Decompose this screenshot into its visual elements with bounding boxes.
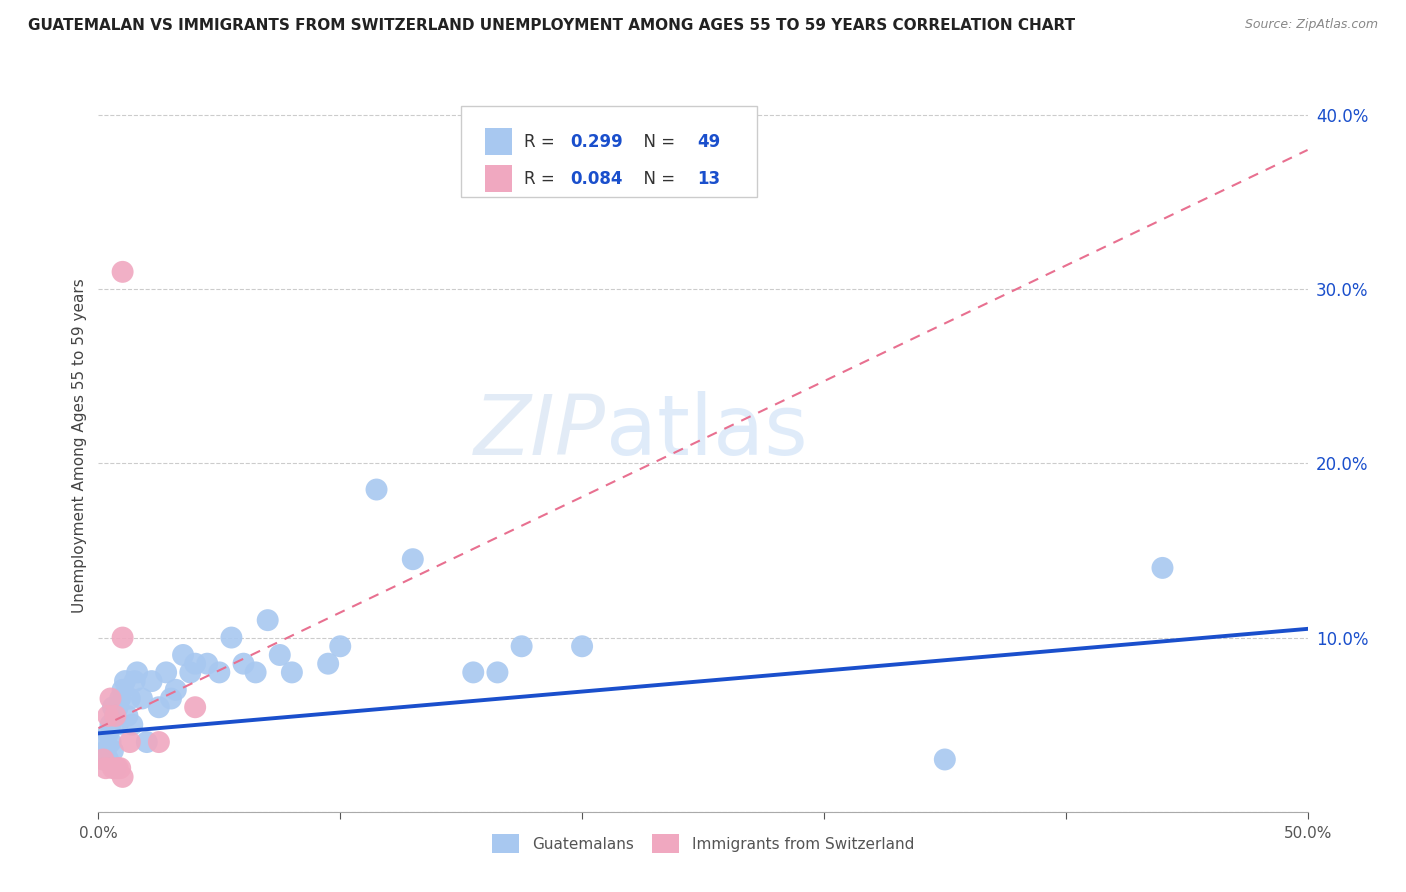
Point [366, 483, 388, 497]
Point [104, 709, 127, 723]
Point [91, 752, 114, 766]
Point [486, 665, 509, 680]
Point [245, 665, 267, 680]
Text: Source: ZipAtlas.com: Source: ZipAtlas.com [1244, 18, 1378, 31]
Bar [485, 165, 512, 193]
Text: 49: 49 [697, 133, 720, 151]
Y-axis label: Unemployment Among Ages 55 to 59 years: Unemployment Among Ages 55 to 59 years [72, 278, 87, 614]
Point [402, 552, 425, 566]
Point [121, 717, 143, 731]
Point [107, 700, 129, 714]
Point [208, 665, 231, 680]
Text: R =: R = [524, 169, 560, 187]
Point [91, 752, 114, 766]
Point [97, 709, 120, 723]
Text: N =: N = [633, 169, 681, 187]
Point [97, 752, 120, 766]
Point [135, 735, 157, 749]
Text: N =: N = [633, 133, 681, 151]
Point [221, 631, 243, 645]
Text: atlas: atlas [606, 391, 808, 472]
Point [100, 717, 122, 731]
Point [94, 761, 117, 775]
Legend: Guatemalans, Immigrants from Switzerland: Guatemalans, Immigrants from Switzerland [486, 828, 920, 859]
Point [141, 674, 163, 689]
Point [934, 752, 956, 766]
Point [108, 761, 131, 775]
Point [148, 700, 170, 714]
Text: 0.299: 0.299 [569, 133, 623, 151]
Point [94, 735, 117, 749]
Point [127, 665, 149, 680]
Point [100, 691, 122, 706]
Point [104, 709, 127, 723]
Point [108, 691, 131, 706]
Point [111, 770, 134, 784]
Point [316, 657, 339, 671]
Point [97, 726, 120, 740]
Point [114, 674, 136, 689]
Point [463, 665, 485, 680]
Point [101, 744, 124, 758]
FancyBboxPatch shape [461, 106, 758, 197]
Point [269, 648, 291, 662]
Point [155, 665, 177, 680]
Text: GUATEMALAN VS IMMIGRANTS FROM SWITZERLAND UNEMPLOYMENT AMONG AGES 55 TO 59 YEARS: GUATEMALAN VS IMMIGRANTS FROM SWITZERLAN… [28, 18, 1076, 33]
Point [172, 648, 194, 662]
Text: ZIP: ZIP [474, 391, 606, 472]
Point [107, 717, 129, 731]
Point [100, 735, 122, 749]
Point [107, 761, 129, 775]
Point [179, 665, 201, 680]
Point [184, 700, 207, 714]
Point [148, 735, 170, 749]
Point [101, 700, 124, 714]
Point [111, 265, 134, 279]
Point [118, 691, 141, 706]
Point [165, 682, 187, 697]
Point [1152, 561, 1174, 575]
Point [131, 691, 153, 706]
Point [117, 709, 139, 723]
Point [281, 665, 304, 680]
Text: R =: R = [524, 133, 560, 151]
Point [160, 691, 183, 706]
Point [101, 761, 124, 775]
Point [94, 744, 117, 758]
Point [184, 657, 207, 671]
Point [111, 682, 134, 697]
Point [124, 674, 146, 689]
Bar [485, 128, 512, 155]
Text: 13: 13 [697, 169, 720, 187]
Point [256, 613, 278, 627]
Text: 0.084: 0.084 [569, 169, 623, 187]
Point [195, 657, 218, 671]
Point [510, 640, 533, 654]
Point [118, 735, 141, 749]
Point [329, 640, 352, 654]
Point [111, 631, 134, 645]
Point [232, 657, 254, 671]
Point [571, 640, 593, 654]
Point [104, 761, 127, 775]
